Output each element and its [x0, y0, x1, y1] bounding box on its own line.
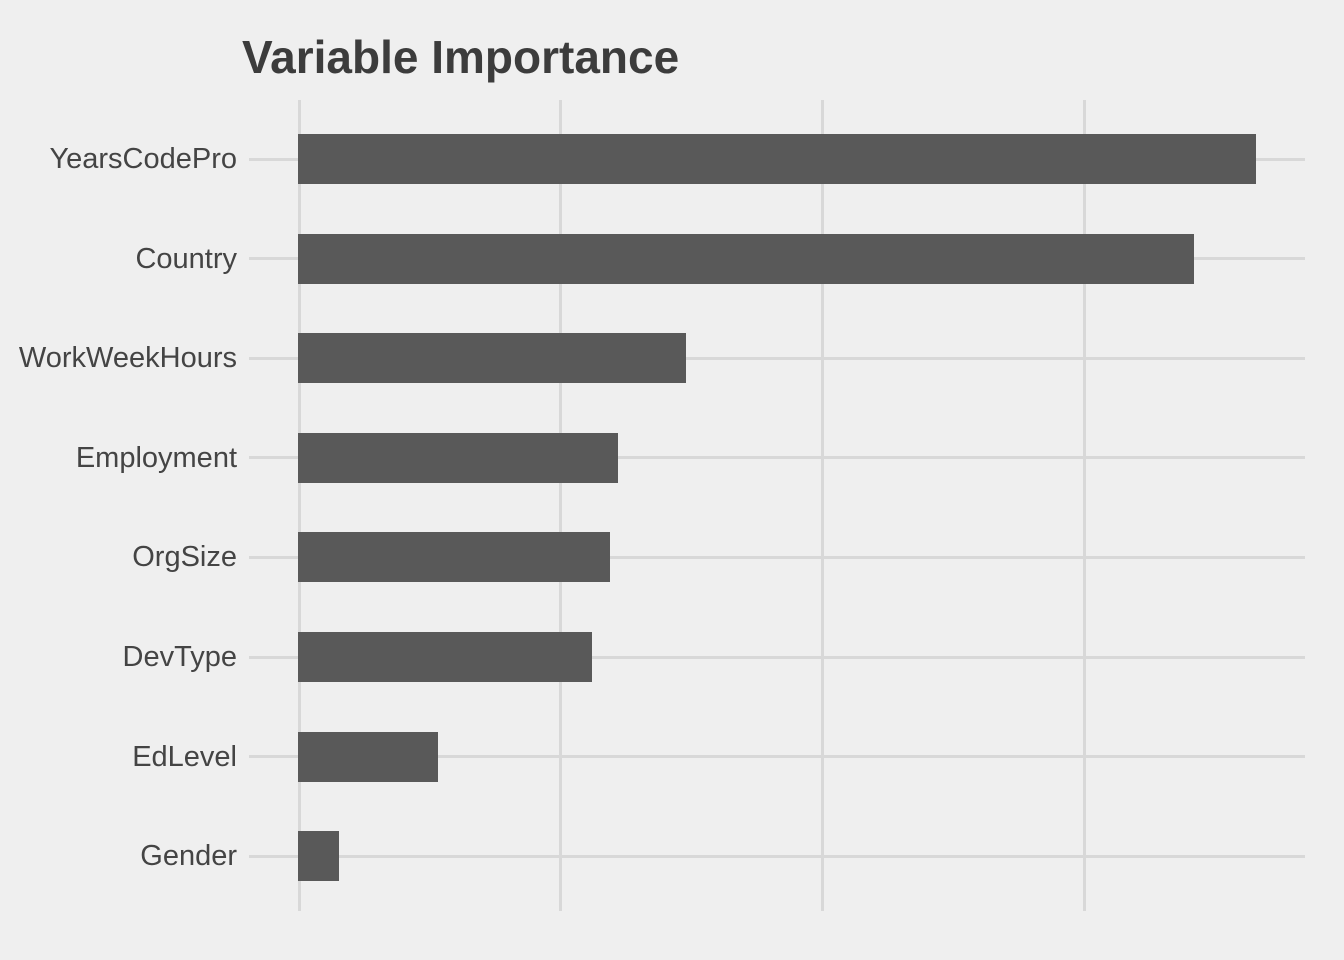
y-axis-tick [249, 456, 298, 460]
bar-WorkWeekHours [298, 333, 687, 384]
bar-Gender [298, 831, 339, 882]
y-axis-tick [249, 655, 298, 659]
y-axis-tick [249, 257, 298, 261]
y-axis-label: DevType [122, 641, 237, 673]
y-axis-tick [249, 356, 298, 360]
x-gridline [820, 100, 824, 911]
y-gridline [298, 555, 1305, 559]
x-gridline [1083, 100, 1087, 911]
y-axis-tick [249, 157, 298, 161]
bar-Employment [298, 432, 618, 483]
bar-DevType [298, 632, 592, 682]
y-axis-tick [249, 555, 298, 559]
y-gridline [298, 854, 1305, 858]
y-axis: YearsCodePro Country WorkWeekHours Employme… [0, 100, 298, 911]
bar-YearsCodePro [298, 134, 1256, 184]
y-gridline [298, 755, 1305, 759]
y-axis-tick [249, 854, 298, 858]
bar-EdLevel [298, 731, 438, 782]
bar-Country [298, 233, 1194, 284]
bar-OrgSize [298, 532, 610, 583]
x-gridline [558, 100, 562, 911]
y-axis-label: OrgSize [132, 541, 237, 574]
y-axis-label: WorkWeekHours [18, 342, 237, 375]
y-gridline [298, 655, 1305, 659]
chart-title: Variable Importance [242, 31, 680, 83]
x-gridline [298, 100, 301, 911]
y-gridline [298, 356, 1305, 360]
y-axis-label: EdLevel [132, 740, 237, 773]
y-axis-tick [249, 755, 298, 759]
y-axis-label: Gender [140, 840, 237, 873]
y-axis-label: Employment [75, 441, 237, 474]
y-axis-label: YearsCodePro [49, 143, 237, 175]
plot-panel [298, 100, 1305, 911]
y-axis-label: Country [135, 242, 237, 275]
y-gridline [298, 456, 1305, 460]
